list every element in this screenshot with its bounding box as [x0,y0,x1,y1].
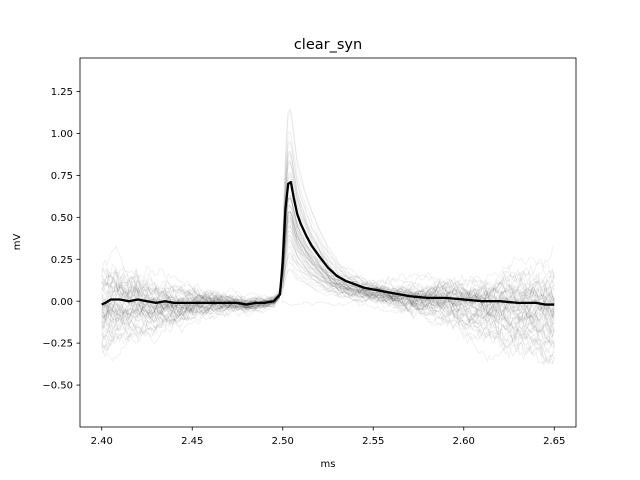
trial-trace [101,241,555,307]
trial-trace [101,225,555,322]
x-tick-label: 2.40 [91,436,113,447]
trial-trace [101,235,555,318]
y-axis-ticks: −0.50 −0.25 0.00 0.25 0.50 0.75 1.00 1.25 [42,87,80,392]
trial-trace [101,197,555,364]
trial-trace [101,244,555,319]
trial-trace [101,252,555,333]
y-tick-label: −0.50 [42,381,73,392]
trial-trace [101,159,555,322]
trial-trace [101,180,555,325]
y-tick-label: 1.00 [51,129,73,140]
trial-trace [101,216,555,317]
trial-trace [101,283,555,361]
trial-trace [101,197,555,348]
x-tick-label: 2.45 [181,436,203,447]
trial-trace [101,197,555,322]
trial-trace [101,211,555,367]
trial-trace [101,196,555,348]
y-tick-label: 0.00 [51,297,73,308]
x-tick-label: 2.50 [272,436,294,447]
trial-trace [101,262,555,324]
trial-trace [101,194,555,332]
trial-trace [101,237,555,323]
trial-trace [101,268,555,363]
x-tick-label: 2.55 [362,436,384,447]
y-tick-label: 1.25 [51,87,73,98]
y-tick-label: 0.25 [51,255,73,266]
trial-trace [101,142,555,324]
trial-trace [101,131,555,348]
axes-frame [79,57,577,428]
trial-trace [101,211,555,339]
mean-trace-layer [101,180,555,306]
trial-trace [101,230,555,336]
trial-trace [101,210,555,336]
x-axis-label: ms [321,459,336,470]
y-tick-label: 0.75 [51,171,73,182]
trial-trace [101,140,555,344]
trial-trace [101,217,555,325]
x-tick-label: 2.65 [543,436,565,447]
trial-trace [101,150,555,358]
y-tick-label: 0.50 [51,213,73,224]
y-tick-label: −0.25 [42,339,73,350]
trial-trace [101,252,555,334]
trial-trace [101,223,555,353]
trial-trace [101,193,555,322]
y-axis-label: mV [12,234,23,251]
trial-trace [101,226,555,358]
trial-traces [101,107,555,367]
trial-trace [101,171,555,347]
chart-title: clear_syn [294,37,362,53]
trial-trace [101,205,555,365]
trial-trace [101,107,555,332]
mean-trace [101,180,555,306]
trial-trace [101,219,555,314]
x-axis-ticks: 2.40 2.45 2.50 2.55 2.60 2.65 [91,427,565,447]
trial-trace [101,109,555,316]
trial-trace [101,246,555,363]
trial-trace [101,175,555,347]
trial-trace [101,255,555,322]
x-tick-label: 2.60 [453,436,475,447]
trial-trace [101,219,555,328]
trial-trace [101,218,555,318]
trial-trace [101,230,555,319]
trial-trace [101,197,555,355]
trial-trace [101,209,555,334]
trial-trace [101,269,555,314]
trial-trace [101,214,555,341]
